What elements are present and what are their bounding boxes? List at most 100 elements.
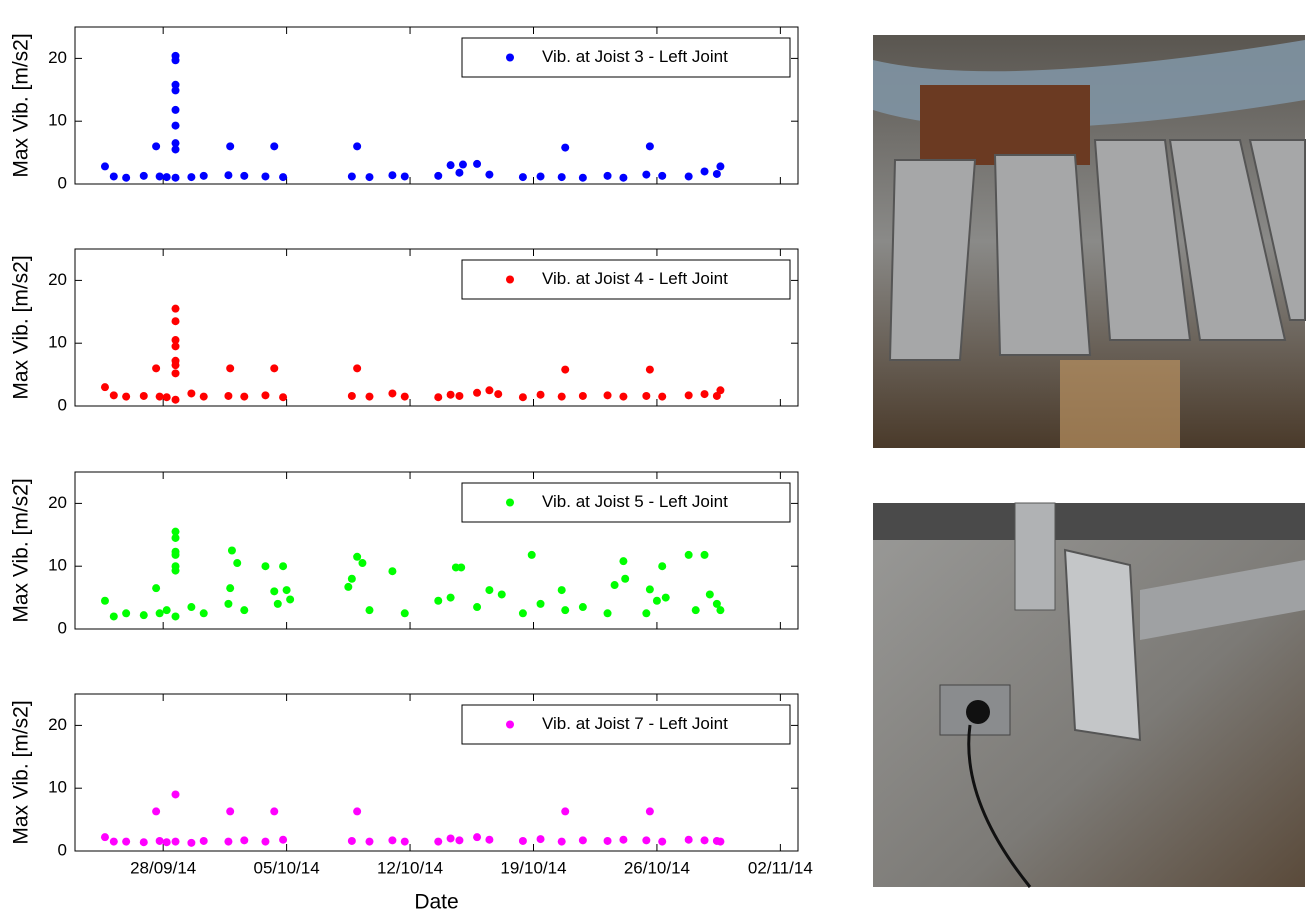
- point: [187, 389, 195, 397]
- point: [706, 590, 714, 598]
- point: [455, 392, 463, 400]
- point: [279, 393, 287, 401]
- point: [226, 584, 234, 592]
- point: [485, 171, 493, 179]
- legend: Vib. at Joist 7 - Left Joint: [462, 705, 790, 744]
- point: [200, 837, 208, 845]
- point: [685, 172, 693, 180]
- point: [353, 142, 361, 150]
- point: [485, 386, 493, 394]
- point: [110, 838, 118, 846]
- point: [716, 162, 724, 170]
- point: [240, 606, 248, 614]
- point: [519, 393, 527, 401]
- point: [537, 600, 545, 608]
- point: [163, 606, 171, 614]
- point: [619, 393, 627, 401]
- point: [172, 838, 180, 846]
- point: [140, 392, 148, 400]
- y-tick-label: 20: [48, 48, 67, 67]
- point: [110, 172, 118, 180]
- point: [270, 142, 278, 150]
- y-tick-label: 10: [48, 556, 67, 575]
- point: [473, 603, 481, 611]
- point: [156, 837, 164, 845]
- point: [187, 839, 195, 847]
- point: [274, 600, 282, 608]
- point: [447, 834, 455, 842]
- point: [646, 366, 654, 374]
- point: [434, 172, 442, 180]
- point: [401, 838, 409, 846]
- point: [279, 562, 287, 570]
- point: [200, 609, 208, 617]
- point: [519, 173, 527, 181]
- point: [122, 174, 130, 182]
- point: [261, 838, 269, 846]
- point: [434, 393, 442, 401]
- point: [473, 160, 481, 168]
- point: [558, 173, 566, 181]
- point: [224, 600, 232, 608]
- point: [716, 386, 724, 394]
- point: [200, 393, 208, 401]
- point: [172, 357, 180, 365]
- point: [658, 393, 666, 401]
- point: [226, 364, 234, 372]
- point: [701, 390, 709, 398]
- point: [701, 836, 709, 844]
- point: [658, 562, 666, 570]
- point: [270, 364, 278, 372]
- point: [365, 606, 373, 614]
- legend-label: Vib. at Joist 7 - Left Joint: [542, 714, 728, 733]
- point: [388, 836, 396, 844]
- legend-marker: [506, 276, 514, 284]
- y-axis-label: Max Vib. [m/s2]: [10, 700, 33, 844]
- point: [172, 548, 180, 556]
- point: [233, 559, 241, 567]
- point: [283, 586, 291, 594]
- point: [270, 807, 278, 815]
- point: [498, 590, 506, 598]
- point: [434, 597, 442, 605]
- point: [619, 174, 627, 182]
- point: [172, 174, 180, 182]
- point: [388, 567, 396, 575]
- point: [447, 391, 455, 399]
- point: [485, 836, 493, 844]
- point: [365, 838, 373, 846]
- point: [163, 173, 171, 181]
- point: [642, 171, 650, 179]
- point: [226, 142, 234, 150]
- point: [455, 169, 463, 177]
- legend: Vib. at Joist 4 - Left Joint: [462, 260, 790, 299]
- point: [537, 391, 545, 399]
- legend-label: Vib. at Joist 3 - Left Joint: [542, 47, 728, 66]
- point: [286, 595, 294, 603]
- point: [122, 393, 130, 401]
- point: [494, 390, 502, 398]
- point: [152, 364, 160, 372]
- point: [401, 609, 409, 617]
- point: [561, 807, 569, 815]
- point: [152, 807, 160, 815]
- y-tick-label: 10: [48, 778, 67, 797]
- y-tick-label: 0: [58, 840, 67, 859]
- point: [172, 369, 180, 377]
- point: [140, 611, 148, 619]
- point: [110, 391, 118, 399]
- point: [187, 173, 195, 181]
- point: [348, 392, 356, 400]
- point: [353, 364, 361, 372]
- point: [172, 52, 180, 60]
- legend-label: Vib. at Joist 4 - Left Joint: [542, 269, 728, 288]
- x-tick-label: 26/10/14: [624, 858, 690, 877]
- point: [485, 586, 493, 594]
- point: [401, 172, 409, 180]
- point: [261, 562, 269, 570]
- point: [358, 559, 366, 567]
- photo-joists: [873, 35, 1305, 448]
- point: [604, 837, 612, 845]
- point: [434, 838, 442, 846]
